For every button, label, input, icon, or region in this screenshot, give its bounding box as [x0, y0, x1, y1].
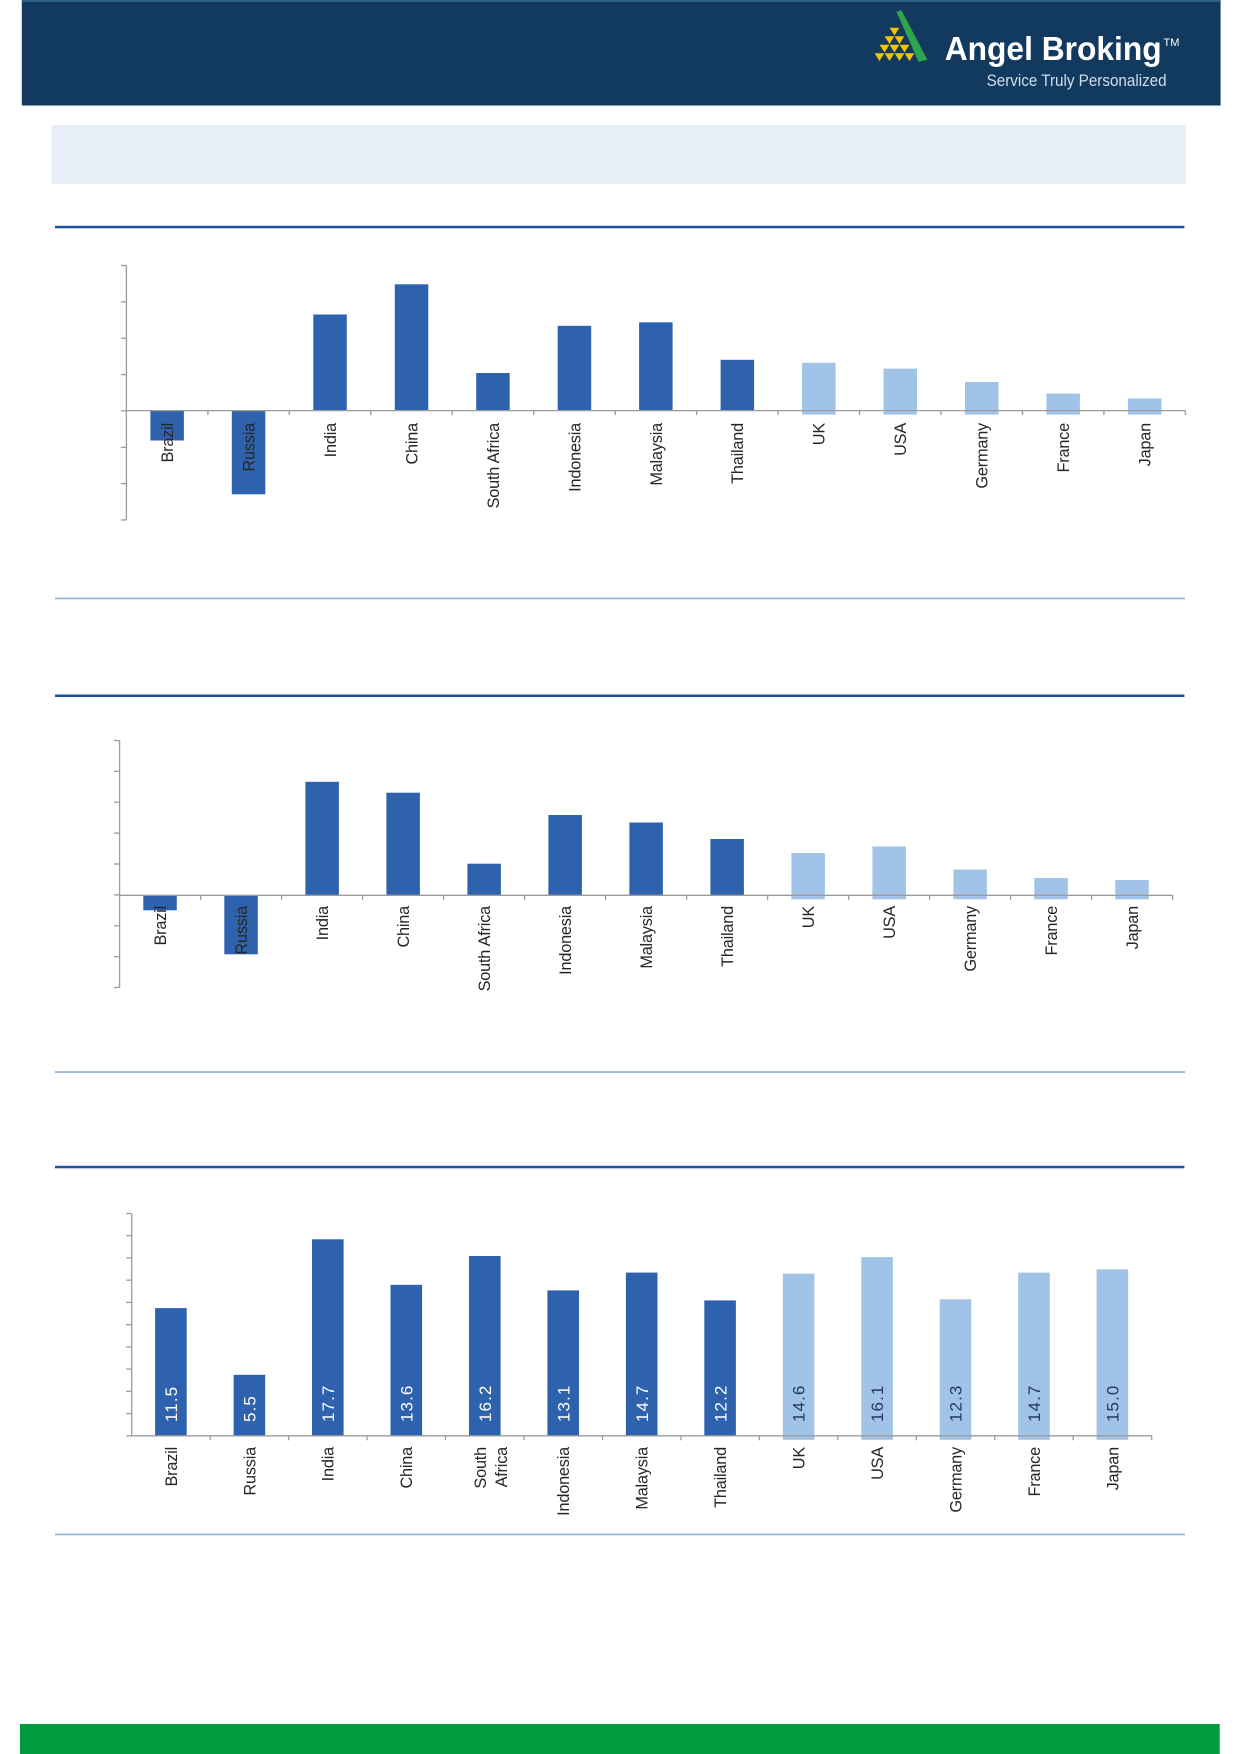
svg-text:India: India [322, 422, 340, 457]
svg-text:13.6: 13.6 [397, 1385, 416, 1423]
svg-text:UK: UK [800, 906, 818, 929]
svg-text:China: China [398, 1446, 416, 1489]
svg-text:South Africa: South Africa [485, 422, 503, 509]
svg-text:16.2: 16.2 [476, 1385, 495, 1423]
svg-text:Service Truly Personalized: Service Truly Personalized [987, 71, 1167, 90]
svg-text:Germany: Germany [962, 905, 980, 972]
svg-text:France: France [1055, 423, 1073, 473]
svg-text:Malaysia: Malaysia [648, 422, 666, 486]
svg-text:France: France [1026, 1447, 1044, 1497]
svg-text:14.6: 14.6 [790, 1385, 809, 1423]
svg-text:Germany: Germany [947, 1446, 965, 1513]
svg-text:USA: USA [881, 906, 899, 939]
svg-text:China: China [403, 422, 421, 465]
svg-text:12.3: 12.3 [947, 1385, 966, 1423]
svg-text:Brazil: Brazil [152, 906, 170, 946]
svg-text:14.7: 14.7 [633, 1385, 652, 1423]
svg-text:France: France [1043, 906, 1061, 956]
svg-text:17.7: 17.7 [319, 1385, 338, 1423]
svg-text:14.7: 14.7 [1025, 1385, 1044, 1423]
svg-text:12.2: 12.2 [711, 1385, 730, 1423]
svg-text:Indonesia: Indonesia [557, 905, 575, 975]
svg-text:16.1: 16.1 [868, 1385, 887, 1423]
svg-text:Japan: Japan [1124, 906, 1142, 949]
svg-text:5.5: 5.5 [241, 1395, 260, 1422]
svg-text:Indonesia: Indonesia [555, 1446, 573, 1516]
svg-text:Thailand: Thailand [719, 906, 737, 967]
svg-text:Thailand: Thailand [712, 1447, 730, 1508]
svg-text:Angel Broking: Angel Broking [945, 31, 1162, 68]
svg-text:South: South [472, 1447, 490, 1489]
svg-text:15.0: 15.0 [1104, 1385, 1123, 1423]
svg-text:Russia: Russia [241, 1446, 259, 1496]
svg-text:Japan: Japan [1104, 1447, 1122, 1490]
svg-text:13.1: 13.1 [554, 1385, 573, 1423]
svg-text:Russia: Russia [241, 422, 259, 472]
svg-text:Japan: Japan [1137, 423, 1155, 466]
svg-text:USA: USA [869, 1447, 887, 1480]
svg-text:Brazil: Brazil [163, 1447, 181, 1487]
svg-text:Russia: Russia [233, 905, 251, 955]
svg-text:China: China [395, 905, 413, 948]
svg-text:South Africa: South Africa [476, 905, 494, 992]
svg-text:Indonesia: Indonesia [566, 422, 584, 492]
svg-text:Malaysia: Malaysia [634, 1446, 652, 1510]
svg-text:UK: UK [791, 1447, 809, 1470]
svg-text:Africa: Africa [493, 1446, 511, 1488]
svg-text:TM: TM [1164, 37, 1180, 49]
svg-text:India: India [320, 1446, 338, 1481]
svg-text:Malaysia: Malaysia [638, 905, 656, 969]
svg-text:USA: USA [892, 423, 910, 456]
svg-text:11.5: 11.5 [162, 1386, 181, 1422]
svg-text:Thailand: Thailand [729, 423, 747, 484]
svg-text:Brazil: Brazil [159, 423, 177, 463]
svg-text:India: India [314, 905, 332, 940]
svg-text:Germany: Germany [974, 422, 992, 489]
svg-text:UK: UK [811, 423, 829, 446]
